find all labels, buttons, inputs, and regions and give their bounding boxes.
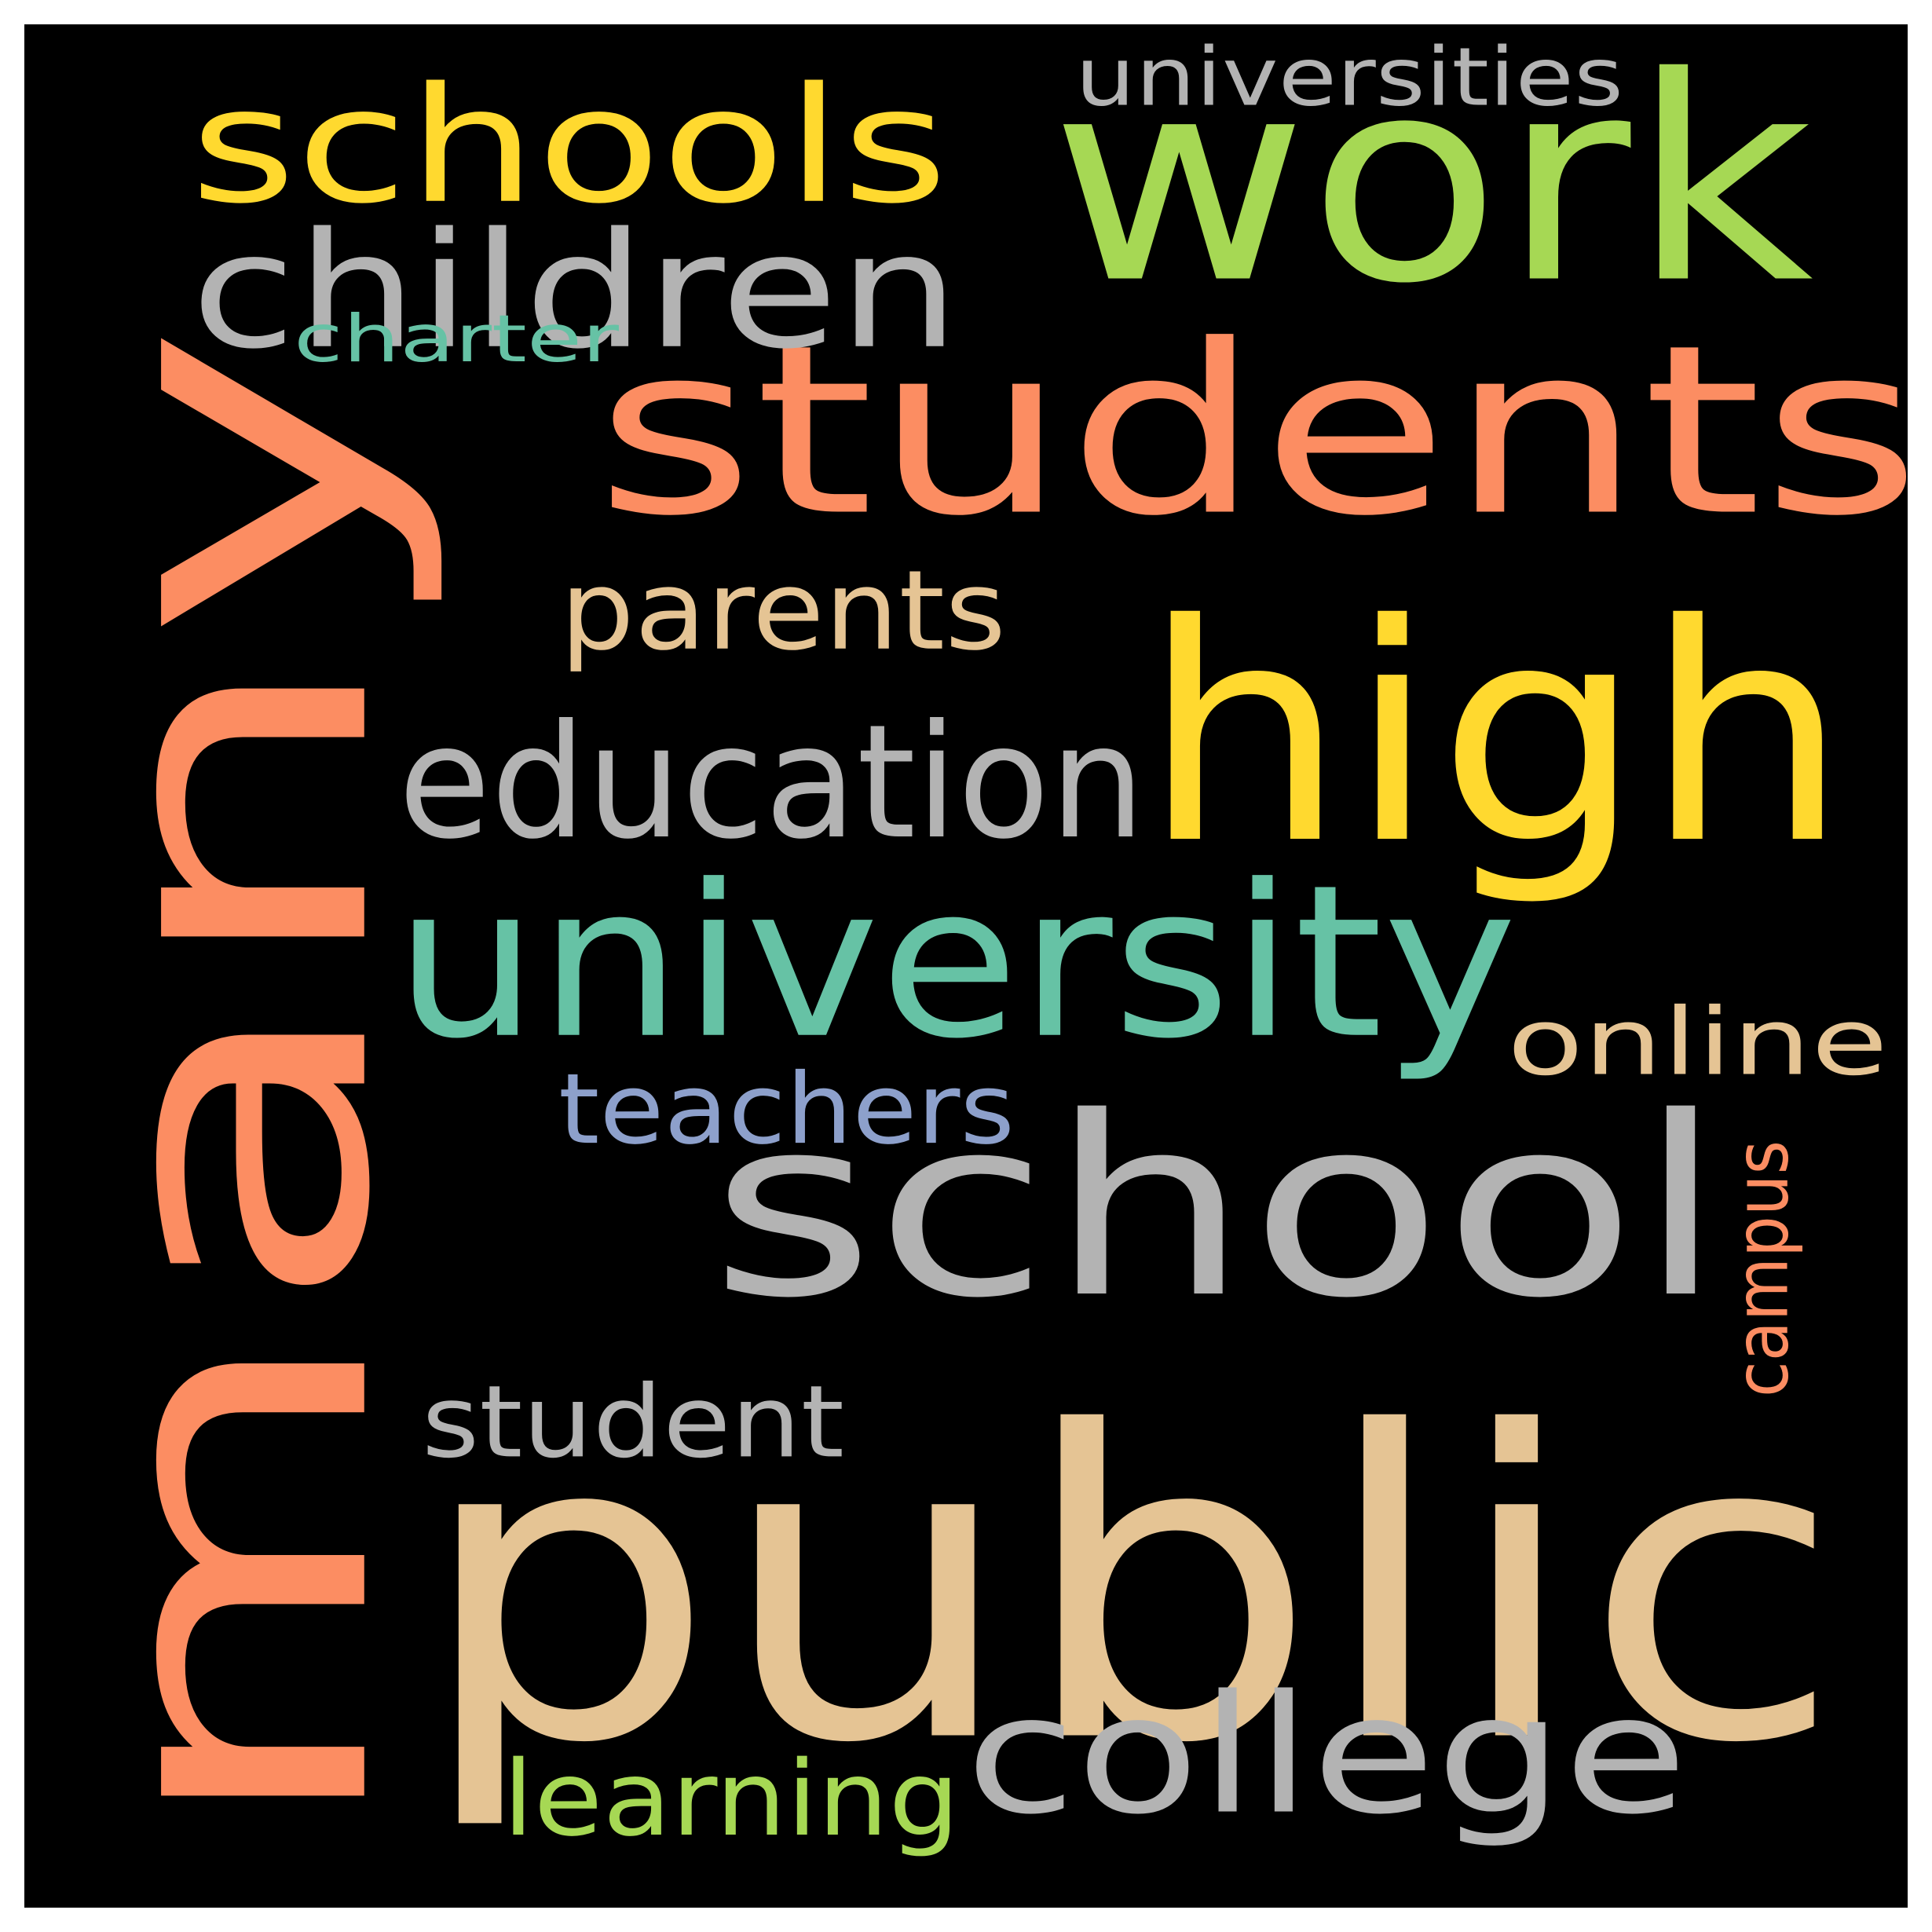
word-campus: campus xyxy=(1718,1140,1806,1397)
word-education: education xyxy=(398,691,1145,874)
word-work: work xyxy=(1050,24,1813,346)
word-public: public xyxy=(415,1343,1843,1835)
word-teachers: teachers xyxy=(558,1053,1015,1166)
word-universities: universities xyxy=(1075,29,1623,124)
word-parents: parents xyxy=(560,547,1006,675)
word-college: college xyxy=(965,1659,1688,1850)
word-university: university xyxy=(394,840,1517,1085)
word-many: many xyxy=(24,322,452,1845)
word-schools: schools xyxy=(190,53,948,239)
word-learning: learning xyxy=(503,1738,960,1860)
word-children: children xyxy=(191,198,960,384)
word-cloud-panel: many public work students high school un… xyxy=(24,24,1908,1908)
word-online: online xyxy=(1507,988,1888,1096)
word-students: students xyxy=(595,295,1908,568)
word-charter: charter xyxy=(294,301,619,377)
word-student: student xyxy=(422,1364,844,1480)
word-high: high xyxy=(1141,560,1850,910)
word-school: school xyxy=(710,1063,1725,1352)
